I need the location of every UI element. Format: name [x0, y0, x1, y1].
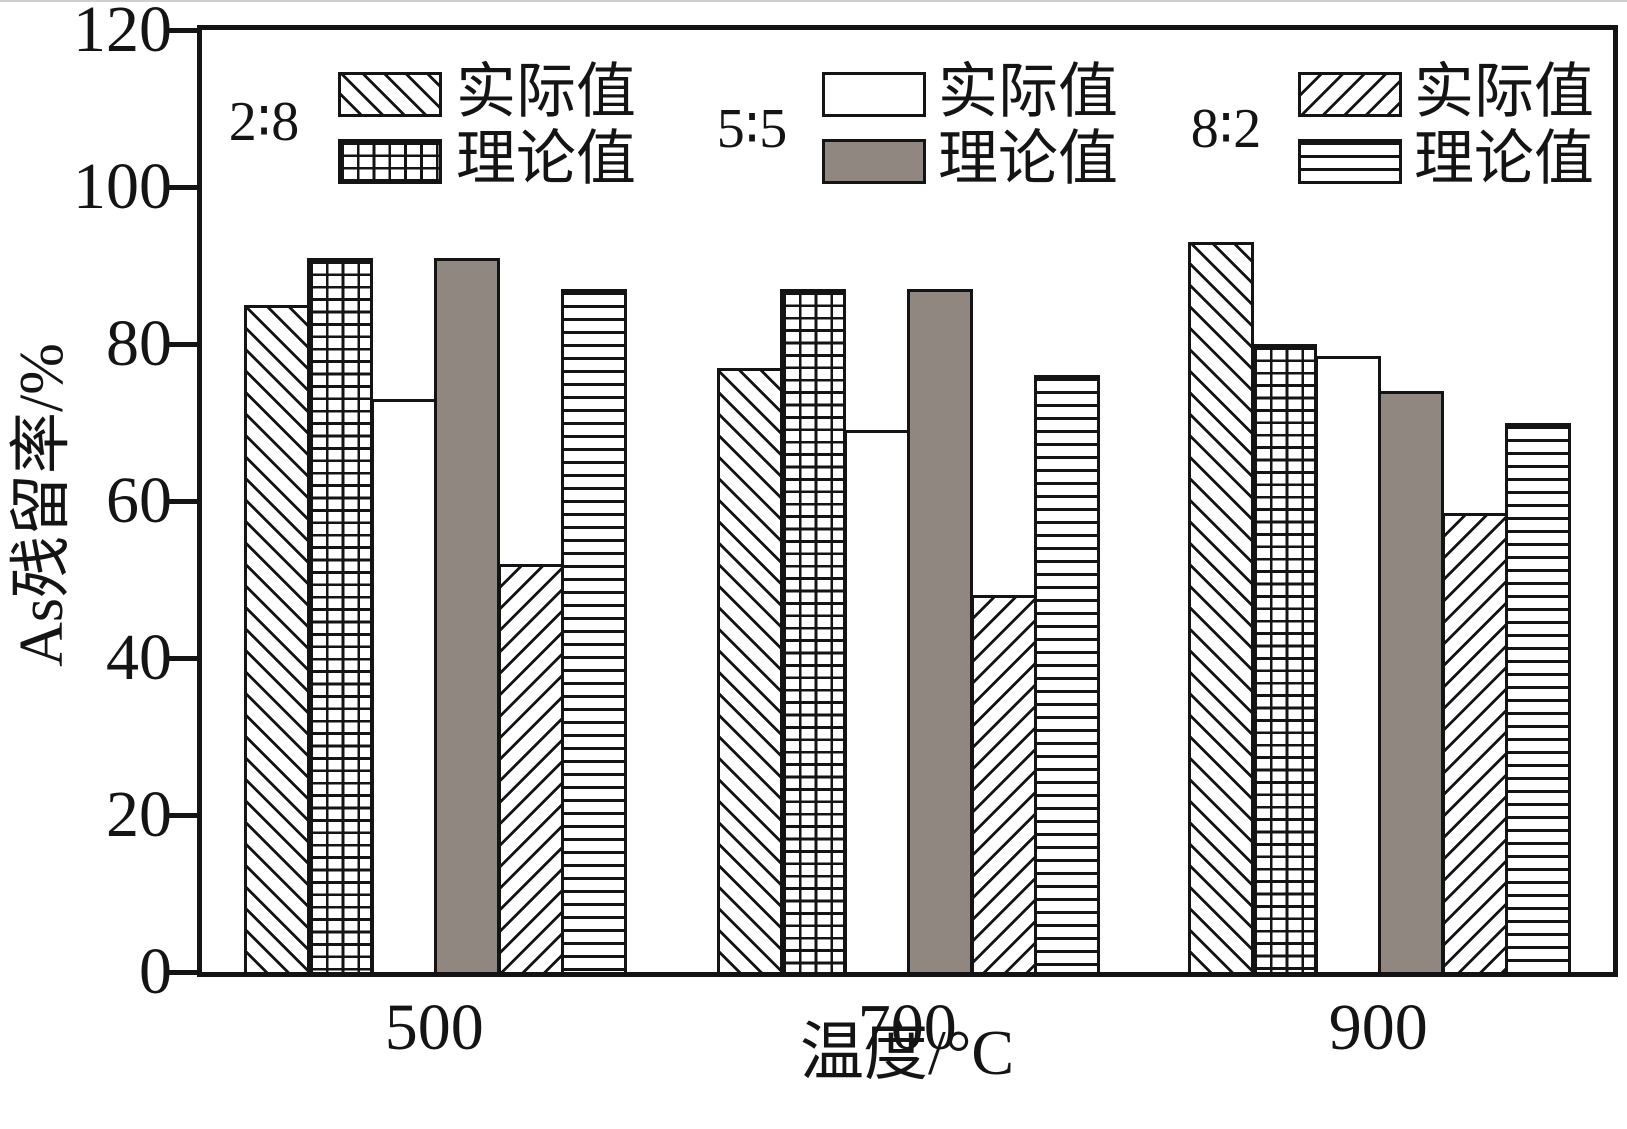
bar-700-2-8-theoretical: [780, 289, 847, 972]
y-tick-mark-80: [169, 341, 197, 347]
legend-label-2-8-actual: 实际值: [456, 59, 636, 125]
bar-500-5-5-actual: [370, 398, 437, 972]
bar-500-8-2-theoretical: [561, 289, 627, 972]
bar-900-8-2-actual: [1441, 512, 1508, 972]
legend-swatch-8-2-actual: [1298, 72, 1402, 117]
bar-700-8-2-actual: [970, 595, 1037, 972]
bar-500-5-5-theoretical: [434, 257, 501, 972]
bar-700-5-5-theoretical: [907, 289, 974, 972]
x-tick-label-500: 500: [384, 991, 484, 1064]
x-tick-label-700: 700: [857, 991, 957, 1064]
bar-500-8-2-actual: [497, 563, 564, 972]
y-tick-label-60: 60: [106, 464, 172, 537]
legend-ratio-label-5-5: 5∶5: [716, 98, 788, 160]
legend-swatch-8-2-theoretical: [1298, 139, 1402, 184]
y-tick-label-80: 80: [106, 307, 172, 380]
legend-label-2-8-theoretical: 理论值: [456, 126, 636, 192]
y-tick-label-100: 100: [73, 150, 172, 223]
y-tick-label-120: 120: [73, 0, 172, 66]
bar-900-5-5-theoretical: [1378, 391, 1445, 972]
legend-swatch-2-8-theoretical: [338, 139, 442, 184]
legend-swatch-5-5-theoretical: [822, 139, 926, 184]
bar-700-8-2-theoretical: [1034, 375, 1100, 972]
y-tick-mark-0: [169, 969, 197, 975]
legend-label-5-5-theoretical: 理论值: [938, 126, 1118, 192]
legend-label-5-5-actual: 实际值: [938, 59, 1118, 125]
bar-700-2-8-actual: [717, 367, 783, 972]
bar-700-5-5-actual: [843, 430, 910, 972]
legend-label-8-2-actual: 实际值: [1414, 59, 1594, 125]
bar-500-2-8-theoretical: [307, 257, 374, 972]
legend-label-8-2-theoretical: 理论值: [1414, 126, 1594, 192]
bar-500-2-8-actual: [244, 304, 310, 972]
legend-swatch-5-5-actual: [822, 72, 926, 117]
y-tick-label-20: 20: [106, 778, 172, 851]
y-tick-label-0: 0: [139, 935, 172, 1008]
legend-swatch-2-8-actual: [338, 72, 442, 117]
bar-900-2-8-theoretical: [1251, 344, 1318, 972]
y-tick-mark-120: [169, 27, 197, 33]
y-tick-mark-40: [169, 655, 197, 661]
y-tick-mark-60: [169, 498, 197, 504]
x-tick-label-900: 900: [1328, 991, 1428, 1064]
y-tick-mark-100: [169, 184, 197, 190]
legend-ratio-label-2-8: 2∶8: [228, 91, 300, 153]
bar-900-2-8-actual: [1188, 241, 1254, 972]
y-tick-mark-20: [169, 812, 197, 818]
legend-ratio-label-8-2: 8∶2: [1190, 98, 1262, 160]
y-tick-label-40: 40: [106, 621, 172, 694]
bar-900-8-2-theoretical: [1505, 422, 1571, 972]
bar-900-5-5-actual: [1314, 355, 1381, 972]
page-top-edge: [0, 0, 1627, 2]
x-axis-title: 温度/°C: [799, 1017, 1015, 1088]
